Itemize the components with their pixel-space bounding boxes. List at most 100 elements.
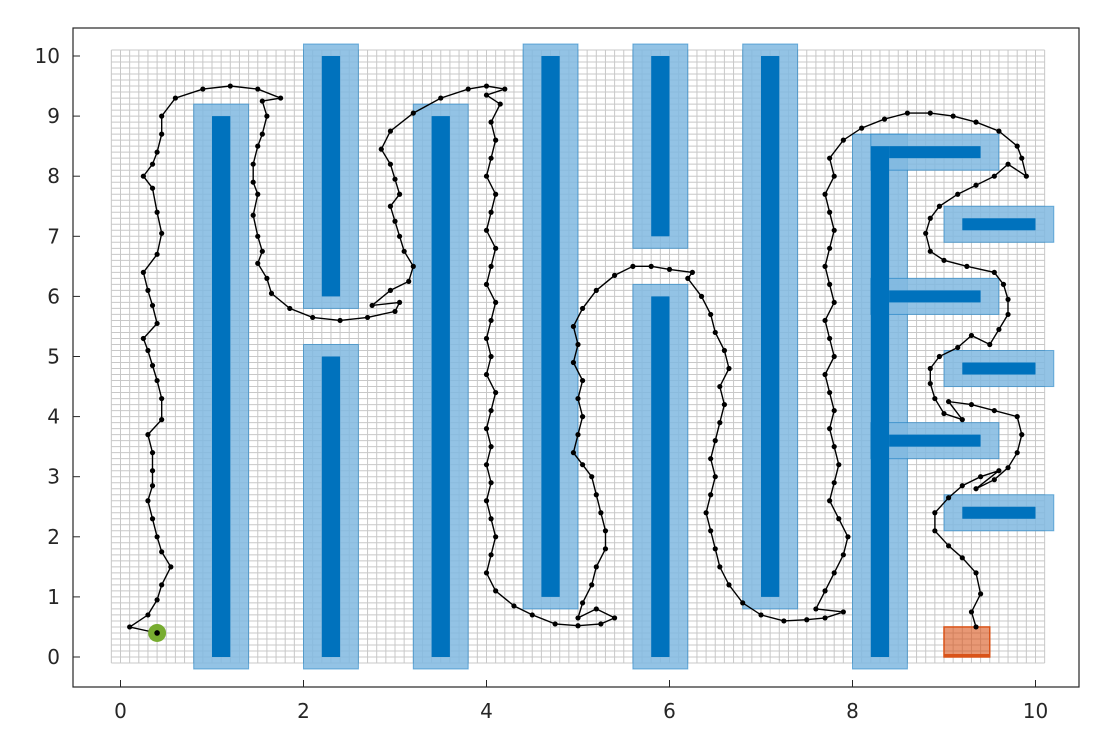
path-waypoint	[497, 101, 503, 107]
path-waypoint	[973, 119, 979, 125]
y-tick-label: 7	[47, 224, 60, 248]
path-waypoint	[287, 305, 293, 312]
x-tick-label: 4	[480, 699, 493, 723]
path-waypoint	[822, 317, 828, 324]
path-waypoint	[859, 125, 865, 131]
path-waypoint	[932, 395, 938, 402]
x-tick-label: 2	[297, 699, 310, 723]
obstacle-wall	[962, 506, 1036, 519]
path-waypoint	[991, 477, 997, 483]
path-waypoint	[154, 251, 160, 257]
path-waypoint	[831, 299, 837, 306]
path-waypoint	[740, 600, 746, 606]
path-waypoint	[598, 621, 604, 627]
path-waypoint	[973, 486, 979, 492]
path-waypoint	[145, 612, 151, 618]
x-tick-label: 6	[663, 699, 676, 723]
path-waypoint	[483, 498, 490, 504]
path-waypoint	[927, 365, 933, 372]
path-waypoint	[827, 389, 833, 396]
path-waypoint	[630, 263, 636, 269]
path-waypoint	[483, 173, 490, 179]
path-waypoint	[364, 314, 371, 321]
path-waypoint	[840, 552, 846, 558]
path-waypoint	[488, 444, 494, 450]
obstacle-wall	[431, 116, 450, 658]
path-waypoint	[973, 624, 979, 630]
path-waypoint	[941, 410, 947, 417]
obstacle-wall	[212, 116, 231, 658]
path-waypoint	[836, 462, 842, 468]
obstacle-wall	[889, 290, 981, 303]
path-waypoint	[406, 278, 412, 284]
path-waypoint	[159, 395, 165, 402]
path-waypoint	[259, 248, 265, 254]
path-waypoint	[827, 209, 833, 215]
goal-region	[943, 626, 991, 658]
path-waypoint	[1014, 414, 1020, 420]
path-waypoint	[813, 606, 819, 612]
path-waypoint	[726, 582, 732, 588]
path-waypoint	[488, 209, 494, 215]
path-waypoint	[936, 203, 943, 209]
path-waypoint	[996, 326, 1002, 333]
obstacle-wall	[962, 362, 1036, 375]
start-layer	[148, 623, 167, 642]
path-waypoint	[959, 483, 965, 489]
path-waypoint	[593, 606, 599, 612]
path-waypoint	[996, 468, 1002, 474]
path-waypoint	[978, 591, 984, 597]
path-waypoint	[1023, 173, 1029, 179]
path-waypoint	[612, 272, 618, 278]
path-waypoint	[387, 128, 394, 134]
path-waypoint	[1005, 161, 1011, 167]
y-tick-label: 9	[47, 104, 60, 128]
path-waypoint	[250, 212, 256, 218]
path-waypoint	[1014, 450, 1020, 456]
path-waypoint	[570, 450, 577, 456]
path-waypoint	[488, 407, 494, 414]
path-waypoint	[159, 230, 165, 236]
goal-layer	[943, 626, 991, 658]
obstacle-wall	[321, 56, 341, 297]
path-waypoint	[831, 227, 837, 233]
path-waypoint	[529, 612, 535, 618]
path-waypoint	[387, 203, 394, 209]
path-waypoint	[904, 110, 911, 116]
path-waypoint	[488, 317, 494, 324]
path-waypoint	[712, 329, 718, 336]
path-waypoint	[987, 341, 993, 348]
path-waypoint	[488, 353, 494, 360]
path-waypoint	[991, 173, 997, 179]
path-waypoint	[923, 230, 929, 236]
path-waypoint	[145, 432, 151, 438]
path-waypoint	[396, 299, 403, 306]
path-waypoint	[964, 263, 970, 269]
obstacle-wall	[889, 434, 981, 447]
path-waypoint	[1019, 432, 1025, 438]
path-waypoint	[827, 498, 833, 504]
path-waypoint	[589, 474, 595, 480]
path-waypoint	[831, 173, 837, 179]
y-tick-label: 4	[47, 405, 60, 429]
path-waypoint	[602, 528, 609, 534]
path-waypoint	[488, 552, 494, 558]
path-waypoint	[392, 176, 398, 182]
path-waypoint	[575, 432, 581, 438]
path-waypoint	[493, 389, 499, 396]
path-waypoint	[1019, 155, 1025, 161]
path-waypoint	[493, 191, 499, 197]
path-waypoint	[250, 179, 256, 185]
path-waypoint	[552, 621, 558, 627]
path-waypoint	[159, 549, 165, 555]
path-waypoint	[259, 131, 265, 137]
path-waypoint	[579, 414, 586, 420]
path-waypoint	[255, 191, 261, 197]
path-waypoint	[822, 371, 828, 378]
path-waypoint	[827, 335, 833, 342]
path-waypoint	[145, 347, 151, 354]
path-waypoint	[593, 492, 599, 498]
path-waypoint	[255, 260, 261, 266]
path-waypoint	[483, 426, 490, 432]
x-tick-label: 10	[1023, 699, 1048, 723]
